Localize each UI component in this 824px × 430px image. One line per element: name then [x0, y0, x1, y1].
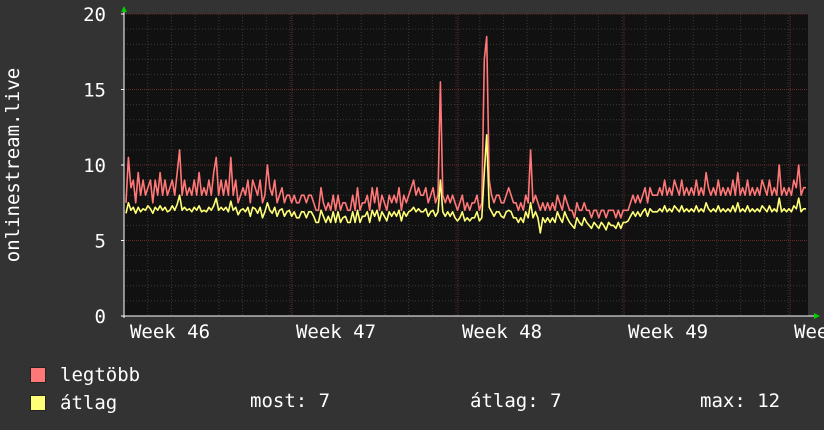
y-axis-label: onlinestream.live [2, 68, 24, 262]
stat-average: átlag: 7 [470, 390, 562, 412]
y-tick-label: 0 [95, 306, 106, 328]
x-axis-arrow [814, 313, 820, 319]
y-tick-label: 15 [83, 80, 106, 102]
series-line-max [125, 35, 806, 219]
y-tick-label: 10 [83, 155, 106, 177]
x-tick-label: Week 48 [462, 321, 542, 343]
x-tick-label: Week 47 [296, 321, 376, 343]
stat-now: most: 7 [250, 390, 331, 412]
y-tick-label: 5 [95, 231, 106, 253]
x-tick-label: Week 50 [794, 321, 824, 343]
stat-max: max: 12 [700, 390, 781, 412]
x-tick-label: Week 49 [628, 321, 708, 343]
x-tick-label: Week 46 [130, 321, 210, 343]
series-line-avg [125, 134, 806, 234]
y-tick-label: 20 [83, 4, 106, 26]
y-axis-arrow [121, 6, 127, 12]
